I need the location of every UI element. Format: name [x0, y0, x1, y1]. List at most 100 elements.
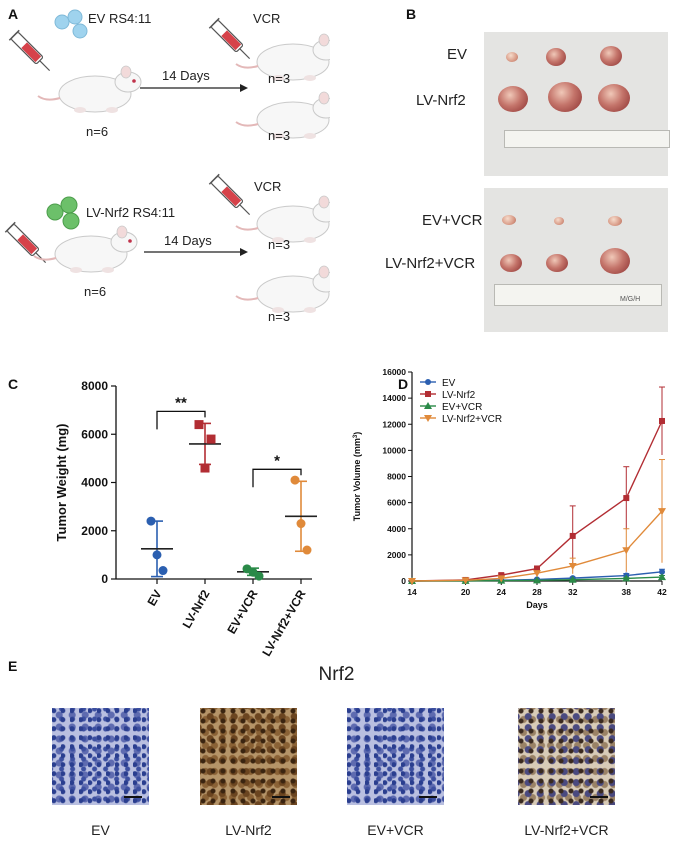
panel-label-e: E [8, 658, 18, 674]
significance-bracket [156, 410, 206, 430]
tumor [546, 48, 566, 66]
mouse-icon [33, 225, 138, 274]
mouse-icon [235, 195, 330, 244]
treatment-label-bottom: VCR [254, 179, 282, 194]
y-tick-label: 0 [401, 576, 406, 586]
data-point [622, 574, 631, 582]
tumor [498, 86, 528, 112]
syringe-icon [208, 173, 251, 216]
x-tick-label: 14 [407, 587, 417, 597]
duration-label-bottom: 14 Days [164, 233, 212, 248]
duration-label-top: 14 Days [162, 68, 210, 83]
legend-marker [425, 391, 431, 397]
data-point [568, 562, 577, 570]
lv-cells-label: LV-Nrf2 RS4:11 [86, 205, 176, 220]
photo-label-ev: EV [447, 46, 468, 63]
y-tick-label: 2000 [387, 550, 406, 560]
y-tick-label: 0 [101, 572, 108, 586]
x-tick-label: 38 [622, 587, 632, 597]
data-point [194, 420, 204, 430]
y-tick-label: 10000 [382, 445, 406, 455]
tumor-volume-chart: 0 2000 4000 6000 8000 10000 12000 14000 16000 14 2… [352, 367, 667, 610]
ihc-image-ev-vcr [347, 708, 444, 805]
tumor [600, 248, 630, 274]
x-tick-label: EV+VCR [224, 587, 260, 636]
data-point [533, 576, 541, 584]
legend-label: EV [442, 378, 456, 389]
ev-cells-icon [54, 9, 88, 39]
panel-label-b: B [406, 6, 417, 22]
legend-label: LV-Nrf2+VCR [442, 414, 502, 425]
ev-cells-label: EV RS4:11 [88, 11, 152, 26]
data-point [658, 573, 666, 581]
tumor [598, 84, 630, 112]
lv-cells-icon [46, 196, 80, 230]
y-tick-label: 6000 [81, 427, 108, 441]
scale-bar [272, 796, 290, 798]
x-tick-label: 20 [461, 587, 471, 597]
syringe-icon [4, 221, 47, 264]
data-point [533, 570, 541, 578]
data-point [461, 577, 470, 585]
panel-label-d: D [398, 376, 409, 392]
y-tick-label: 8000 [387, 472, 406, 482]
n-start-top: n=6 [86, 124, 109, 139]
panel-label-c: C [8, 376, 19, 392]
ihc-label-ev-vcr: EV+VCR [367, 822, 424, 838]
n-start-bottom: n=6 [84, 284, 107, 299]
experiment-schematic [4, 9, 330, 314]
data-point [248, 567, 258, 577]
n-group-bottom-2: n=3 [268, 309, 291, 324]
data-point [290, 475, 300, 485]
y-tick-label: 12000 [382, 419, 406, 429]
ihc-label-ev: EV [91, 822, 110, 838]
y-tick-label: 4000 [387, 524, 406, 534]
data-point [569, 532, 576, 539]
x-tick-label: 32 [568, 587, 578, 597]
scale-bar [590, 796, 608, 798]
significance-bracket [252, 468, 302, 488]
tumor [500, 254, 522, 272]
y-axis-label: Tumor Volume (mm3) [352, 432, 362, 522]
ruler-brand: M/G/H [620, 296, 641, 303]
data-point [623, 495, 630, 502]
y-tick-label: 2000 [81, 524, 108, 538]
data-point [498, 572, 505, 579]
y-tick-label: 14000 [382, 393, 406, 403]
legend-label: EV+VCR [442, 402, 482, 413]
scale-bar [124, 796, 142, 798]
tumor [502, 215, 516, 225]
tumor [554, 217, 564, 225]
y-axis-label: Tumor Weight (mg) [54, 424, 69, 542]
tumor [546, 254, 568, 272]
tumor [608, 216, 622, 226]
ruler [504, 130, 670, 148]
scale-bar [419, 796, 437, 798]
x-tick-label: LV-Nrf2+VCR [259, 587, 308, 658]
ihc-label-lv-nrf2-vcr: LV-Nrf2+VCR [524, 822, 609, 838]
legend-marker [425, 379, 431, 385]
ihc-image-lv-nrf2-vcr [518, 708, 615, 805]
data-point [534, 565, 540, 572]
treatment-label-top: VCR [253, 11, 281, 26]
photo-label-lv-nrf2-vcr: LV-Nrf2+VCR [385, 255, 476, 272]
n-group-top-2: n=3 [268, 128, 291, 143]
panel-label-a: A [8, 6, 19, 22]
photo-label-ev-vcr: EV+VCR [422, 212, 483, 229]
legend-label: LV-Nrf2 [442, 390, 476, 401]
x-tick-label: 24 [497, 587, 507, 597]
ihc-label-lv-nrf2: LV-Nrf2 [225, 822, 272, 838]
tumor [548, 82, 582, 112]
ruler [494, 284, 662, 306]
n-group-top-1: n=3 [268, 71, 291, 86]
tumor [600, 46, 622, 66]
data-point [152, 550, 162, 560]
legend-marker [424, 415, 432, 422]
data-point [200, 463, 210, 473]
tumor [506, 52, 518, 62]
tumor-photo-top [484, 32, 670, 176]
x-tick-label: 42 [657, 587, 667, 597]
syringe-icon [8, 29, 51, 72]
data-point [497, 575, 506, 583]
n-group-bottom-1: n=3 [268, 237, 291, 252]
